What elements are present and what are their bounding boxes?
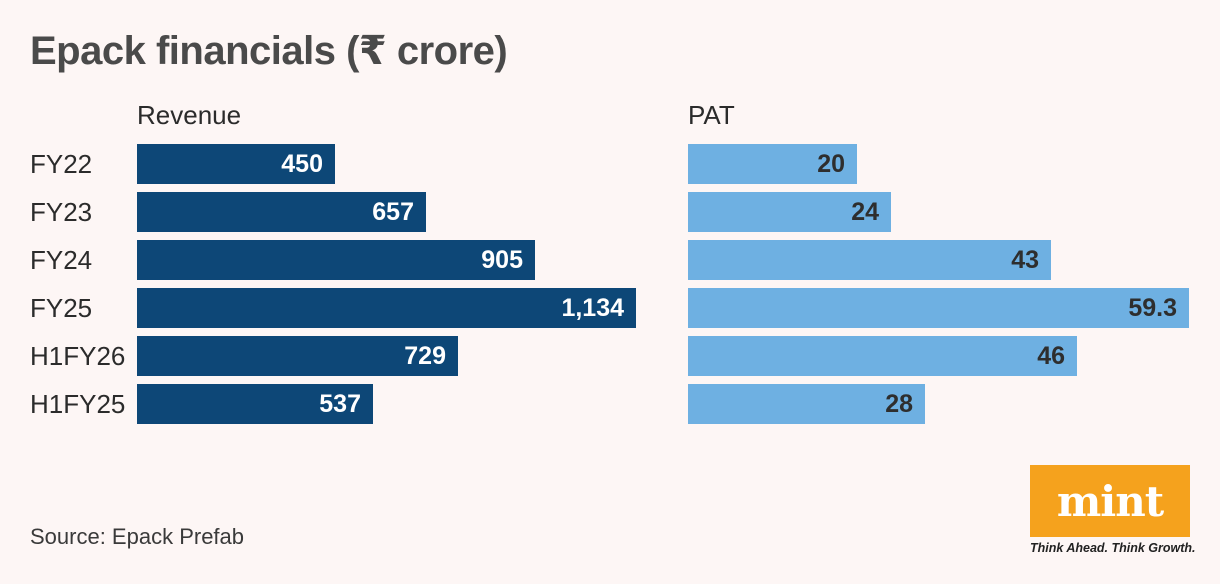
revenue-bar: 450 [137,144,335,184]
revenue-bar: 657 [137,192,426,232]
pat-bar: 28 [688,384,925,424]
category-label: FY24 [30,245,93,275]
pat-value-label: 43 [1011,246,1039,274]
revenue-bar: 537 [137,384,373,424]
category-label: H1FY26 [30,341,126,371]
pat-value-label: 59.3 [1128,294,1177,322]
pat-value-label: 46 [1037,342,1065,370]
revenue-value-label: 1,134 [561,294,624,322]
chart-title: Epack financials (₹ crore) [30,29,508,73]
revenue-value-label: 537 [319,390,361,418]
category-label: FY22 [30,149,93,179]
revenue-value-label: 657 [372,198,414,226]
mint-logo: mint [1030,465,1190,537]
logo-tagline: Think Ahead. Think Growth. [1030,541,1196,555]
category-label: FY25 [30,293,93,323]
pat-bar: 20 [688,144,857,184]
revenue-value-label: 729 [404,342,446,370]
revenue-bar: 905 [137,240,535,280]
pat-panel-label: PAT [688,100,735,130]
revenue-value-label: 905 [481,246,523,274]
revenue-bar: 1,134 [137,288,636,328]
pat-bar: 24 [688,192,891,232]
source-note: Source: Epack Prefab [30,524,245,549]
pat-value-label: 20 [817,150,845,178]
category-label: H1FY25 [30,389,126,419]
revenue-value-label: 450 [281,150,323,178]
pat-bar: 46 [688,336,1077,376]
pat-value-label: 24 [851,198,879,226]
pat-value-label: 28 [885,390,913,418]
pat-bar: 43 [688,240,1051,280]
category-label: FY23 [30,197,93,227]
pat-bar: 59.3 [688,288,1189,328]
logo-text: mint [1056,476,1164,526]
revenue-panel-label: Revenue [137,100,242,130]
revenue-bar: 729 [137,336,458,376]
